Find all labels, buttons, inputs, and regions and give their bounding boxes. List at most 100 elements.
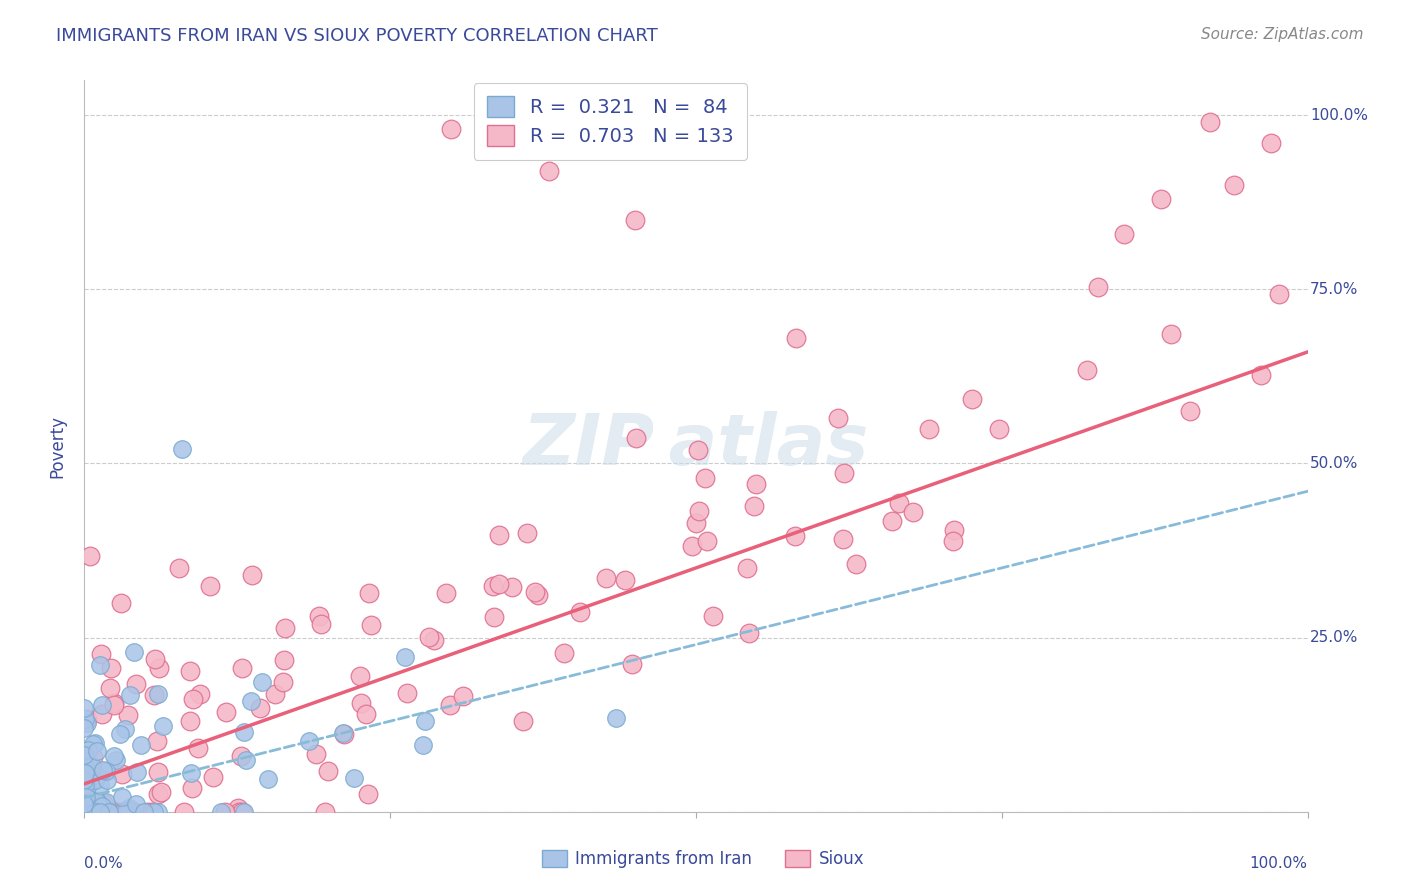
Point: [624, 431, 647, 445]
Point: [735, 560, 758, 574]
Point: [108, 727, 131, 741]
Point: [73, 797, 96, 812]
Point: [114, 723, 136, 737]
Point: [538, 164, 561, 178]
Point: [82, 737, 104, 751]
Point: [83, 772, 105, 787]
Point: [131, 739, 153, 753]
Point: [332, 726, 354, 740]
Point: [887, 495, 910, 509]
Point: [122, 805, 145, 819]
Point: [90, 698, 112, 712]
Point: [180, 766, 202, 780]
Text: 25.0%: 25.0%: [1310, 630, 1358, 645]
Point: [343, 772, 366, 786]
Point: [516, 525, 538, 540]
Point: [105, 753, 128, 767]
Text: ZIP atlas: ZIP atlas: [523, 411, 869, 481]
Point: [91, 763, 114, 777]
Text: 100.0%: 100.0%: [1250, 855, 1308, 871]
Point: [143, 688, 166, 702]
Point: [1150, 192, 1173, 206]
Point: [75, 757, 97, 772]
Point: [1250, 368, 1272, 382]
Point: [239, 694, 262, 708]
Point: [183, 691, 205, 706]
Point: [226, 801, 249, 815]
Point: [434, 586, 457, 600]
Text: Source: ZipAtlas.com: Source: ZipAtlas.com: [1201, 27, 1364, 42]
Point: [624, 212, 647, 227]
Point: [314, 805, 336, 819]
Point: [73, 767, 96, 781]
Point: [1268, 287, 1291, 301]
Point: [97, 805, 120, 819]
Point: [112, 805, 135, 819]
Point: [86, 744, 108, 758]
Y-axis label: Poverty: Poverty: [48, 415, 66, 477]
Point: [235, 753, 257, 767]
Point: [73, 802, 96, 816]
Point: [702, 608, 724, 623]
Point: [179, 665, 201, 679]
Point: [685, 516, 707, 530]
Point: [97, 805, 120, 819]
Point: [93, 797, 115, 811]
Point: [942, 534, 965, 549]
Point: [94, 764, 117, 779]
Point: [1260, 136, 1282, 150]
Point: [76, 743, 98, 757]
Point: [146, 734, 169, 748]
Point: [73, 700, 96, 714]
Point: [349, 669, 371, 683]
Point: [273, 652, 295, 666]
Point: [359, 586, 381, 600]
Point: [553, 646, 575, 660]
Point: [103, 697, 125, 711]
Point: [423, 632, 446, 647]
Point: [141, 805, 163, 819]
Point: [1180, 403, 1202, 417]
Point: [350, 696, 373, 710]
Point: [412, 738, 434, 752]
Point: [274, 621, 297, 635]
Point: [882, 514, 904, 528]
Point: [89, 657, 111, 672]
Point: [418, 630, 440, 644]
Point: [308, 609, 330, 624]
Point: [91, 798, 114, 813]
Point: [501, 580, 523, 594]
Point: [832, 466, 855, 480]
Point: [86, 796, 108, 810]
Text: 75.0%: 75.0%: [1310, 282, 1358, 297]
Point: [146, 787, 169, 801]
Point: [103, 748, 125, 763]
Point: [89, 805, 111, 819]
Point: [117, 803, 139, 817]
Point: [1114, 227, 1136, 241]
Point: [76, 747, 98, 761]
Point: [215, 705, 238, 719]
Point: [745, 477, 768, 491]
Point: [73, 766, 96, 780]
Point: [82, 749, 104, 764]
Point: [249, 700, 271, 714]
Point: [214, 805, 236, 819]
Point: [229, 749, 252, 764]
Point: [86, 794, 108, 808]
Point: [98, 681, 121, 695]
Point: [89, 805, 111, 819]
Point: [413, 714, 436, 728]
Point: [73, 805, 96, 819]
Point: [228, 805, 250, 819]
Point: [305, 747, 328, 762]
Point: [524, 584, 547, 599]
Point: [620, 657, 643, 671]
Point: [104, 805, 127, 819]
Legend: R =  0.321   N =  84, R =  0.703   N = 133: R = 0.321 N = 84, R = 0.703 N = 133: [474, 83, 747, 160]
Point: [86, 805, 108, 819]
Point: [86, 805, 108, 819]
Point: [172, 442, 194, 457]
Point: [75, 793, 97, 807]
Point: [917, 422, 939, 436]
